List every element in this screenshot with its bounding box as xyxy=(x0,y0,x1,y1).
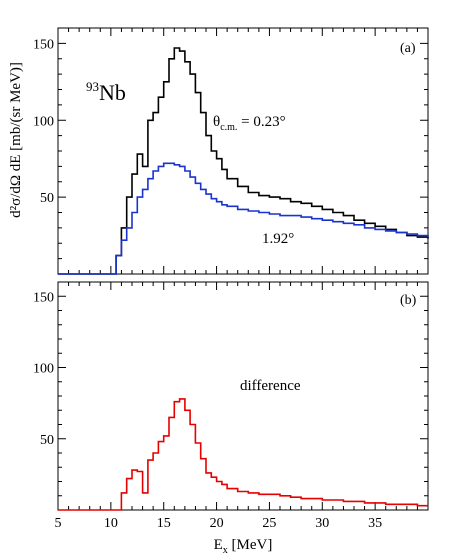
x-tick-label: 10 xyxy=(104,516,118,531)
x-axis-label: Ex [MeV] xyxy=(214,537,273,556)
x-axis-label-unit: [MeV] xyxy=(228,537,273,553)
y-axis-label: d²σ/dΩ dE [mb/(sr MeV)] xyxy=(8,62,24,218)
y-tick-label: 50 xyxy=(40,191,54,206)
angle-value: = 0.23° xyxy=(237,114,285,130)
series-b-0-line xyxy=(58,398,428,511)
panel-a-y-tick-labels: 50 100 150 xyxy=(33,37,54,206)
panel-a-frame xyxy=(57,27,429,275)
nucleus-label: 93Nb xyxy=(86,79,126,105)
panel-b-y-tick-labels: 50 100 150 xyxy=(33,290,54,448)
angle-label-1-92: 1.92° xyxy=(262,231,294,247)
x-tick-label: 35 xyxy=(368,516,382,531)
y-tick-label: 150 xyxy=(33,37,54,52)
angle-label-0-23: θc.m. = 0.23° xyxy=(213,114,286,133)
panel-b: 50 100 150 5 10 15 20 25 30 35 (b) difference xyxy=(33,281,429,531)
x-tick-label: 30 xyxy=(315,516,329,531)
nucleus-mass-number: 93 xyxy=(86,79,99,94)
panel-a-label: (a) xyxy=(400,41,416,56)
panel-a-ticks xyxy=(57,27,429,275)
x-tick-label: 20 xyxy=(210,516,224,531)
x-tick-label: 25 xyxy=(262,516,276,531)
x-axis-label-main: E xyxy=(214,537,223,553)
panel-b-frame xyxy=(57,281,429,511)
panel-a-series xyxy=(58,47,429,275)
x-tick-label: 15 xyxy=(157,516,171,531)
y-tick-label: 150 xyxy=(33,290,54,305)
panel-b-series xyxy=(58,398,428,511)
difference-label: difference xyxy=(240,378,301,394)
panel-b-label: (b) xyxy=(400,293,417,308)
y-tick-label: 100 xyxy=(33,362,54,377)
y-tick-label: 50 xyxy=(40,433,54,448)
panel-b-x-tick-labels: 5 10 15 20 25 30 35 xyxy=(55,516,383,531)
nucleus-symbol: Nb xyxy=(99,80,126,105)
theta-symbol: θ xyxy=(213,114,220,130)
panel-b-ticks xyxy=(57,281,429,511)
y-tick-label: 100 xyxy=(33,114,54,129)
series-a-1-line xyxy=(58,162,429,275)
theta-subscript: c.m. xyxy=(220,122,237,133)
panel-a: 50 100 150 (a) 93Nb θc.m. = 0.23° 1.92° xyxy=(33,27,429,275)
x-axis-label-sub: x xyxy=(223,545,228,556)
series-a-0-line xyxy=(58,47,429,275)
x-tick-label: 5 xyxy=(55,516,62,531)
